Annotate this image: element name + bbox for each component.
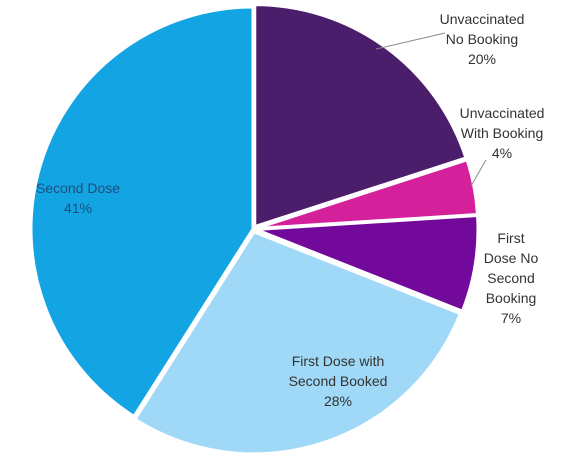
slice-label-2-line-3: 4% xyxy=(492,145,512,161)
slice-label-3-line-5: 7% xyxy=(501,310,521,326)
pie-slice-5 xyxy=(29,5,255,418)
slice-label-1-line-3: 20% xyxy=(468,51,496,67)
slice-label-4-line-2: Second Booked xyxy=(289,373,388,389)
pie-slice-4 xyxy=(133,230,462,456)
slice-label-5: Second Dose 41% xyxy=(36,180,120,216)
slice-label-3-line-1: First xyxy=(497,230,524,246)
slice-label-3: First Dose No Second Booking 7% xyxy=(484,230,539,326)
labels-layer: Unvaccinated No Booking 20% Unvaccinated Wit… xyxy=(36,11,544,409)
slice-label-3-line-4: Booking xyxy=(486,290,537,306)
leader-line-2 xyxy=(470,159,487,187)
leader-lines-layer xyxy=(375,32,487,187)
slice-label-3-line-3: Second xyxy=(487,270,534,286)
slice-label-5-line-1: Second Dose xyxy=(36,180,120,196)
slice-label-1-line-1: Unvaccinated xyxy=(440,11,525,27)
slice-label-2-line-2: With Booking xyxy=(461,125,543,141)
slice-label-4: First Dose with Second Booked 28% xyxy=(289,353,388,409)
slice-label-3-line-2: Dose No xyxy=(484,250,539,266)
slice-label-5-line-2: 41% xyxy=(64,200,92,216)
slice-label-2-line-1: Unvaccinated xyxy=(460,105,545,121)
slice-label-1-line-2: No Booking xyxy=(446,31,518,47)
slice-label-1: Unvaccinated No Booking 20% xyxy=(440,11,525,67)
leader-line-1 xyxy=(375,32,446,50)
slice-label-2: Unvaccinated With Booking 4% xyxy=(460,105,545,161)
pie-slice-3 xyxy=(254,214,480,313)
slice-label-4-line-1: First Dose with xyxy=(292,353,385,369)
slice-label-4-line-3: 28% xyxy=(324,393,352,409)
slices-layer xyxy=(29,3,480,456)
